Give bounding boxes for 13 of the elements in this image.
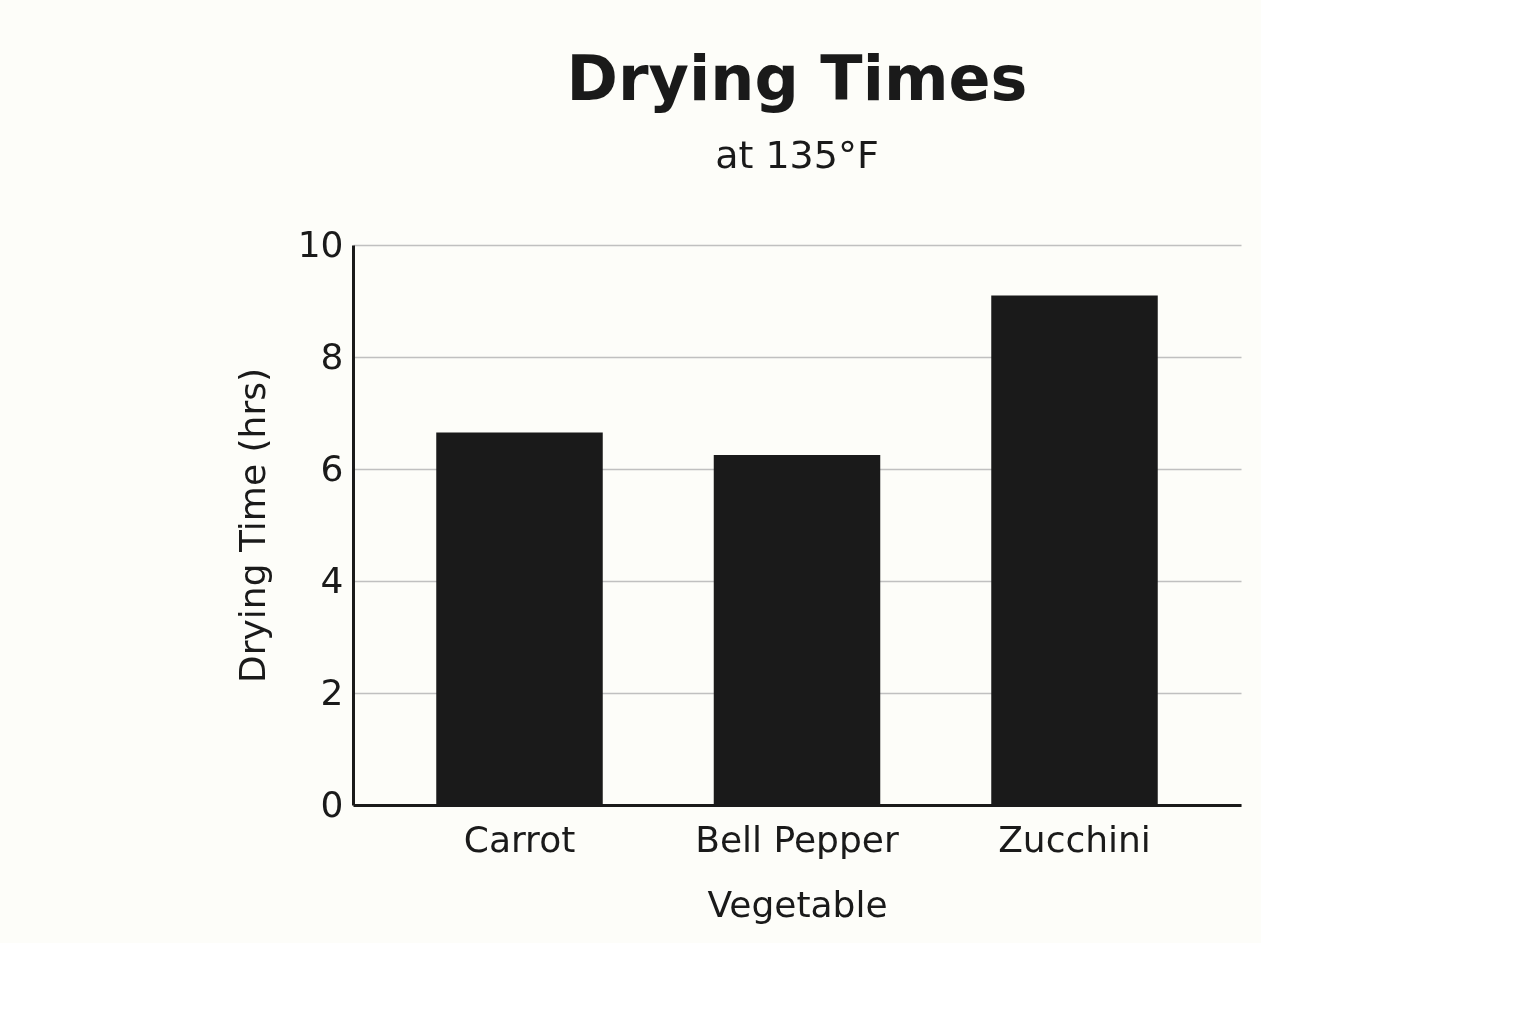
x-tick-label: Bell Pepper bbox=[695, 818, 899, 860]
y-tick-label: 4 bbox=[320, 559, 344, 601]
chart-subtitle: at 135°F bbox=[715, 133, 879, 177]
y-axis-title: Drying Time (hrs) bbox=[231, 368, 273, 683]
x-tick-label: Carrot bbox=[463, 818, 576, 860]
y-tick-label: 10 bbox=[297, 223, 344, 265]
chart-title: Drying Times bbox=[566, 42, 1028, 115]
x-axis-title: Vegetable bbox=[707, 883, 888, 925]
y-tick-label: 6 bbox=[320, 447, 344, 489]
y-tick-label: 0 bbox=[320, 783, 344, 825]
x-tick-label: Zucchini bbox=[998, 818, 1151, 860]
y-tick-label: 2 bbox=[320, 671, 344, 713]
y-tick-label: 8 bbox=[320, 335, 344, 377]
